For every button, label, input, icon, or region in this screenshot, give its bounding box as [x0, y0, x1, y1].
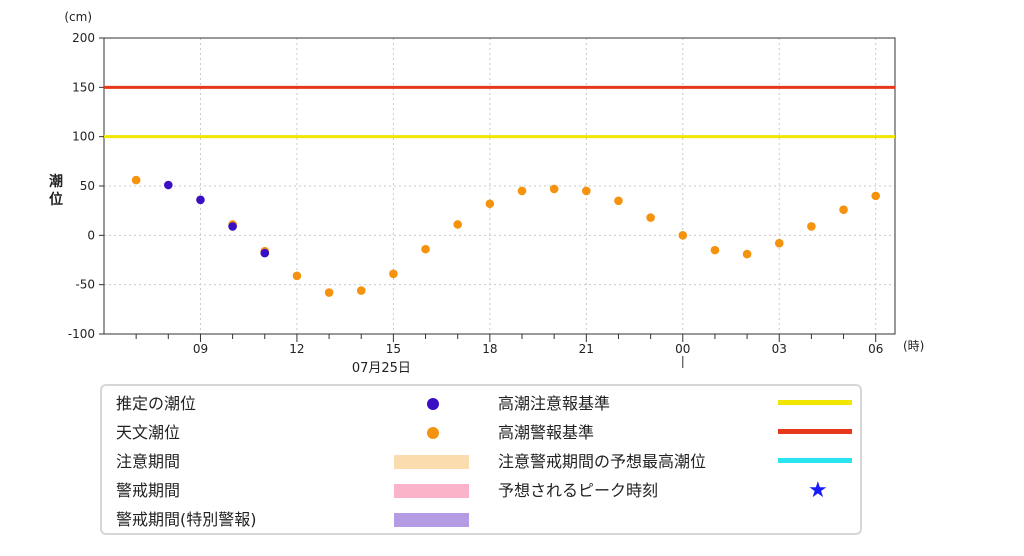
legend-warning-period-label: 警戒期間: [116, 481, 181, 500]
astronomical-tide-point: [582, 186, 591, 196]
astronomical-tide-point: [678, 231, 688, 240]
x-tick-label: 09: [193, 342, 208, 356]
astronomical-tide-point: [549, 184, 559, 194]
astronomical-tide-point: [839, 205, 848, 214]
astronomical-tide-point: [807, 222, 816, 231]
y-tick-label: 100: [72, 130, 95, 144]
astronomical-tide-point: [871, 191, 881, 201]
y-unit-label: (cm): [64, 10, 92, 24]
legend-box: 推定の潮位 天文潮位 注意期間 警戒期間 警戒期間(特別警報) 高潮注意報基準 …: [100, 384, 862, 535]
astronomical-tide-point: [453, 220, 462, 229]
y-tick-label: 200: [72, 31, 95, 45]
tide-chart: 200 150 100 50 0 -50 -100 (cm) 潮位 09 12 15 18 21 00 03 0…: [49, 10, 924, 376]
estimated-tide-point: [260, 248, 270, 258]
legend-peak-time-label: 予想されるピーク時刻: [498, 481, 659, 500]
x-tick-label: 21: [579, 342, 594, 356]
star-icon: ★: [808, 478, 828, 503]
legend-estimated-label: 推定の潮位: [116, 394, 197, 413]
estimated-tide-point: [164, 180, 173, 190]
y-tick-label: 50: [80, 179, 95, 193]
astronomical-tide-point: [356, 286, 366, 295]
astronomical-tide-point: [742, 249, 752, 259]
estimated-tide-point: [196, 195, 205, 205]
legend-astronomical-label: 天文潮位: [116, 423, 181, 442]
astronomical-tide-point: [389, 269, 398, 279]
y-tick-label: 0: [87, 228, 95, 242]
legend-special-warning-label: 警戒期間(特別警報): [116, 510, 257, 529]
y-tick-label: 150: [72, 80, 95, 94]
estimated-dot-icon: [427, 398, 439, 410]
y-tick-label: -100: [68, 327, 95, 341]
x-tick-label: 00: [675, 342, 690, 356]
astronomical-tide-point: [131, 175, 141, 185]
astronomical-tide-point: [292, 271, 302, 281]
x-unit-label: (時): [903, 339, 924, 353]
astronomical-tide-point: [517, 186, 527, 196]
x-tick-label: 18: [482, 342, 497, 356]
advisory-criterion-line-icon: [778, 400, 852, 405]
special-warning-swatch: [394, 513, 469, 527]
astronomical-tide-point: [774, 238, 784, 248]
y-axis-label-char: 潮: [49, 173, 63, 190]
astronomical-tide-point: [485, 199, 495, 209]
x-tick-label: 06: [868, 342, 883, 356]
x-tick-label: 15: [386, 342, 401, 356]
predicted-max-line-icon: [778, 458, 852, 463]
astronomical-dot-icon: [427, 427, 439, 439]
caution-period-swatch: [394, 455, 469, 469]
x-tick-label: 12: [289, 342, 304, 356]
warning-period-swatch: [394, 484, 469, 498]
legend-caution-period-label: 注意期間: [116, 452, 181, 471]
legend-warning-criterion-label: 高潮警報基準: [498, 423, 595, 442]
legend-advisory-criterion-label: 高潮注意報基準: [498, 394, 611, 413]
date-label: 07月25日: [352, 361, 411, 376]
warning-criterion-line-icon: [778, 429, 852, 434]
x-tick-label: 03: [772, 342, 787, 356]
y-axis-label-char: 位: [49, 191, 63, 208]
legend-predicted-max-label: 注意警戒期間の予想最高潮位: [498, 452, 707, 471]
astronomical-tide-point: [324, 288, 334, 297]
y-tick-label: -50: [75, 278, 95, 292]
estimated-tide-point: [228, 222, 237, 231]
astronomical-tide-point: [614, 196, 623, 206]
astronomical-tide-point: [646, 213, 655, 222]
astronomical-tide-point: [421, 244, 430, 254]
astronomical-tide-point: [710, 245, 720, 255]
